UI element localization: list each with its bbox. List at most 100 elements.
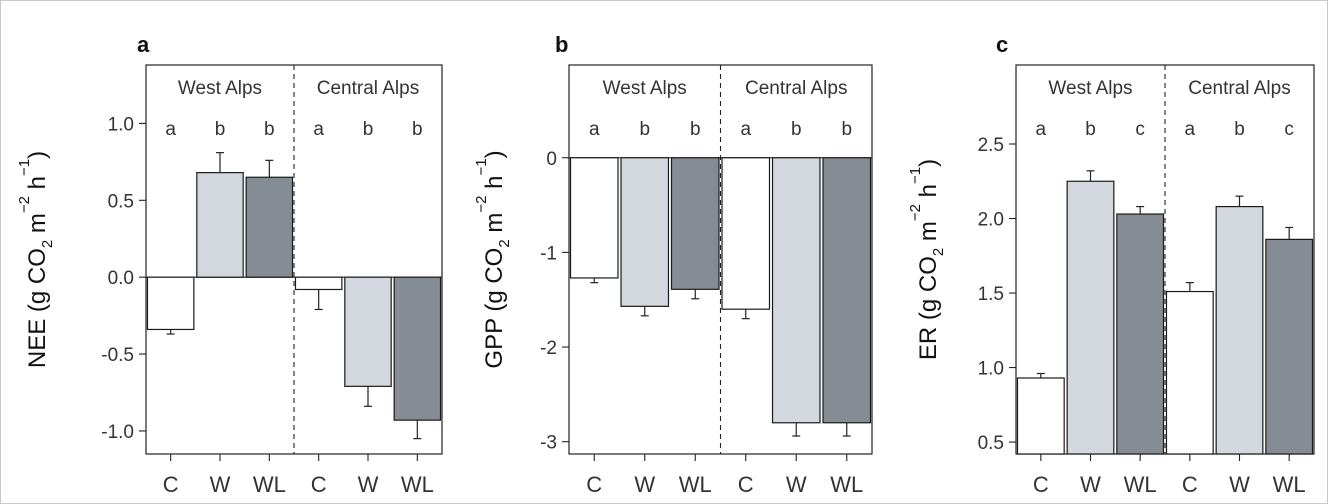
significance-letter: b [264, 119, 275, 140]
y-tick-label: 1.5 [978, 284, 1004, 305]
y-axis-label-part: −2 [473, 196, 490, 213]
significance-letter: b [690, 119, 701, 140]
x-tick-label: C [1182, 472, 1198, 497]
x-tick-label: WL [679, 472, 712, 497]
bar-c [569, 157, 619, 279]
panel-c: c 0.5 1.0 1.5 2.0 2.5 ER (g CO2 m−2 h−1) West A… [907, 32, 1315, 497]
y-tick-label: 1.0 [108, 114, 134, 135]
significance-letter: b [412, 119, 423, 140]
significance-letter: b [841, 119, 852, 140]
x-tick-label: C [311, 472, 327, 497]
significance-letter: b [215, 119, 226, 140]
x-tick-label: W [210, 472, 231, 497]
y-tick-label: 1.0 [978, 359, 1004, 380]
y-axis-label-part: −1 [473, 158, 490, 175]
bar-c [1165, 290, 1214, 455]
y-axis-label: GPP (g CO2 m−2 h−1) [473, 150, 513, 368]
y-axis-label-part: ER (g CO [915, 256, 942, 360]
x-tick-label: WL [401, 472, 434, 497]
significance-letter: b [1234, 119, 1245, 140]
x-tick-label: W [634, 472, 655, 497]
bar-wl [822, 157, 872, 424]
y-tick-label: 0 [546, 149, 557, 170]
x-tick-label: WL [1273, 472, 1306, 497]
x-tick-label: W [358, 472, 379, 497]
y-axis-label-part: ) [915, 159, 942, 167]
bar-c [294, 276, 343, 291]
x-tick-label: C [586, 472, 602, 497]
x-tick-label: C [738, 472, 754, 497]
significance-letter: b [791, 119, 802, 140]
significance-letter: a [313, 119, 324, 140]
bar-w [771, 157, 821, 424]
y-axis-label-part: GPP (g CO [481, 248, 508, 369]
bar-wl [1265, 238, 1314, 455]
bar-wl [393, 276, 442, 421]
group-label: West Alps [178, 78, 262, 99]
y-axis-label-part: ) [24, 151, 51, 159]
group-label: Central Alps [1188, 78, 1290, 99]
panel-label: a [137, 32, 150, 57]
y-axis-label-part: NEE (g CO [24, 248, 51, 368]
x-tick-label: W [786, 472, 807, 497]
significance-letter: b [363, 119, 374, 140]
y-tick-label: -3 [540, 433, 557, 454]
y-axis-label: NEE (g CO2 m−2 h−1) [16, 151, 56, 368]
y-axis-label-part: −2 [907, 204, 924, 221]
y-axis-label-part: ) [481, 150, 508, 158]
bar-wl [245, 176, 294, 278]
y-tick-label: -2 [540, 338, 557, 359]
y-tick-label: 0.5 [108, 191, 134, 212]
y-axis-label: ER (g CO2 m−2 h−1) [907, 159, 947, 360]
x-tick-label: W [1080, 472, 1101, 497]
significance-letter: a [1036, 119, 1047, 140]
group-label: Central Alps [317, 78, 419, 99]
y-tick-label: 0.0 [108, 268, 134, 289]
y-axis-label-part: m [915, 221, 942, 248]
y-tick-label: 2.5 [978, 135, 1004, 156]
group-label: West Alps [603, 78, 687, 99]
x-tick-label: WL [830, 472, 863, 497]
significance-letter: b [1085, 119, 1096, 140]
significance-letter: b [639, 119, 650, 140]
bar-c [146, 276, 195, 331]
significance-letter: a [1185, 119, 1196, 140]
y-axis-label-part: −2 [16, 196, 33, 213]
bar-w [196, 172, 244, 278]
significance-letter: a [740, 119, 751, 140]
significance-letter: c [1135, 119, 1145, 140]
x-tick-label: C [163, 472, 179, 497]
panel-label: c [996, 32, 1008, 57]
x-tick-label: WL [1124, 472, 1157, 497]
y-tick-label: -0.5 [101, 345, 134, 366]
y-tick-label: -1.0 [101, 422, 134, 443]
y-axis-label-part: m [481, 213, 508, 240]
bar-c [721, 157, 771, 310]
bar-wl [1116, 213, 1165, 455]
group-label: Central Alps [745, 78, 847, 99]
bar-w [1066, 180, 1115, 455]
y-axis-label-part: −1 [16, 159, 33, 176]
y-axis-label-part: h [481, 176, 508, 196]
significance-letter: c [1284, 119, 1294, 140]
y-axis-label-part: h [915, 184, 942, 204]
x-tick-label: C [1033, 472, 1049, 497]
y-axis-label-part: −1 [907, 167, 924, 184]
panel-a: a -1.0 -0.5 0.0 0.5 1.0 NEE (g CO2 m−2 h−1) Wes… [16, 32, 443, 497]
y-axis-label-part: m [24, 213, 51, 240]
y-axis-label-part: h [24, 176, 51, 196]
group-label: West Alps [1048, 78, 1132, 99]
y-tick-label: 2.0 [978, 210, 1004, 231]
significance-letter: a [165, 119, 176, 140]
bar-wl [670, 157, 720, 290]
bar-c [1016, 377, 1065, 455]
significance-letter: a [589, 119, 600, 140]
panel-label: b [555, 32, 568, 57]
bar-w [344, 276, 392, 387]
x-tick-label: WL [253, 472, 286, 497]
y-tick-label: -1 [540, 243, 557, 264]
bar-w [620, 157, 670, 307]
